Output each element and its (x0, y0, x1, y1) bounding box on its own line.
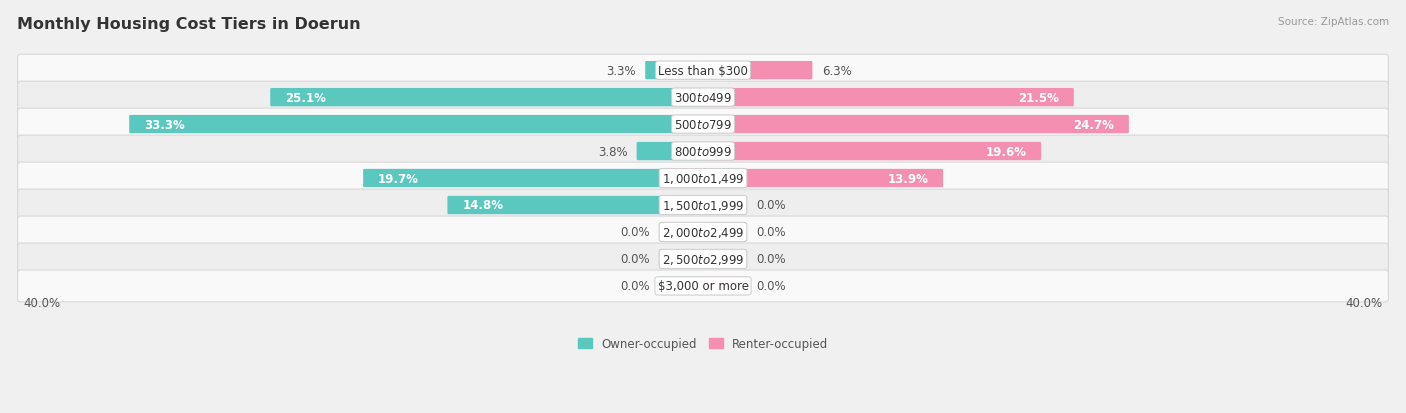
FancyBboxPatch shape (18, 243, 1388, 275)
FancyBboxPatch shape (18, 216, 1388, 248)
Text: 13.9%: 13.9% (887, 172, 928, 185)
Text: $3,000 or more: $3,000 or more (658, 280, 748, 293)
FancyBboxPatch shape (702, 89, 1074, 107)
FancyBboxPatch shape (702, 223, 747, 242)
FancyBboxPatch shape (645, 62, 704, 80)
FancyBboxPatch shape (18, 163, 1388, 195)
Text: 3.3%: 3.3% (606, 64, 636, 78)
Text: 3.8%: 3.8% (598, 145, 627, 158)
Text: 25.1%: 25.1% (285, 91, 326, 104)
FancyBboxPatch shape (18, 136, 1388, 168)
Text: 0.0%: 0.0% (756, 253, 786, 266)
Text: 0.0%: 0.0% (756, 226, 786, 239)
Text: Monthly Housing Cost Tiers in Doerun: Monthly Housing Cost Tiers in Doerun (17, 17, 360, 31)
Text: 40.0%: 40.0% (1346, 297, 1382, 309)
Text: 6.3%: 6.3% (821, 64, 852, 78)
Text: $2,000 to $2,499: $2,000 to $2,499 (662, 225, 744, 240)
FancyBboxPatch shape (702, 62, 813, 80)
Text: $800 to $999: $800 to $999 (673, 145, 733, 158)
FancyBboxPatch shape (659, 223, 704, 242)
Text: $2,500 to $2,999: $2,500 to $2,999 (662, 252, 744, 266)
FancyBboxPatch shape (363, 169, 704, 188)
Text: Less than $300: Less than $300 (658, 64, 748, 78)
FancyBboxPatch shape (270, 89, 704, 107)
FancyBboxPatch shape (447, 196, 704, 215)
FancyBboxPatch shape (659, 250, 704, 268)
Text: $1,500 to $1,999: $1,500 to $1,999 (662, 199, 744, 212)
Text: 0.0%: 0.0% (620, 226, 650, 239)
FancyBboxPatch shape (702, 142, 1042, 161)
FancyBboxPatch shape (659, 277, 704, 295)
FancyBboxPatch shape (702, 196, 747, 215)
Legend: Owner-occupied, Renter-occupied: Owner-occupied, Renter-occupied (572, 332, 834, 355)
Text: 0.0%: 0.0% (620, 253, 650, 266)
Text: $500 to $799: $500 to $799 (673, 118, 733, 131)
Text: 0.0%: 0.0% (756, 280, 786, 293)
Text: 24.7%: 24.7% (1073, 118, 1114, 131)
Text: 14.8%: 14.8% (463, 199, 503, 212)
Text: $1,000 to $1,499: $1,000 to $1,499 (662, 172, 744, 185)
FancyBboxPatch shape (18, 271, 1388, 302)
Text: 19.6%: 19.6% (986, 145, 1026, 158)
FancyBboxPatch shape (637, 142, 704, 161)
FancyBboxPatch shape (18, 109, 1388, 141)
FancyBboxPatch shape (18, 82, 1388, 114)
FancyBboxPatch shape (702, 116, 1129, 134)
Text: Source: ZipAtlas.com: Source: ZipAtlas.com (1278, 17, 1389, 26)
FancyBboxPatch shape (702, 277, 747, 295)
Text: 19.7%: 19.7% (378, 172, 419, 185)
Text: $300 to $499: $300 to $499 (673, 91, 733, 104)
FancyBboxPatch shape (18, 55, 1388, 87)
FancyBboxPatch shape (702, 250, 747, 268)
FancyBboxPatch shape (129, 116, 704, 134)
Text: 0.0%: 0.0% (756, 199, 786, 212)
Text: 40.0%: 40.0% (24, 297, 60, 309)
FancyBboxPatch shape (18, 190, 1388, 221)
FancyBboxPatch shape (702, 169, 943, 188)
Text: 33.3%: 33.3% (143, 118, 184, 131)
Text: 0.0%: 0.0% (620, 280, 650, 293)
Text: 21.5%: 21.5% (1018, 91, 1059, 104)
